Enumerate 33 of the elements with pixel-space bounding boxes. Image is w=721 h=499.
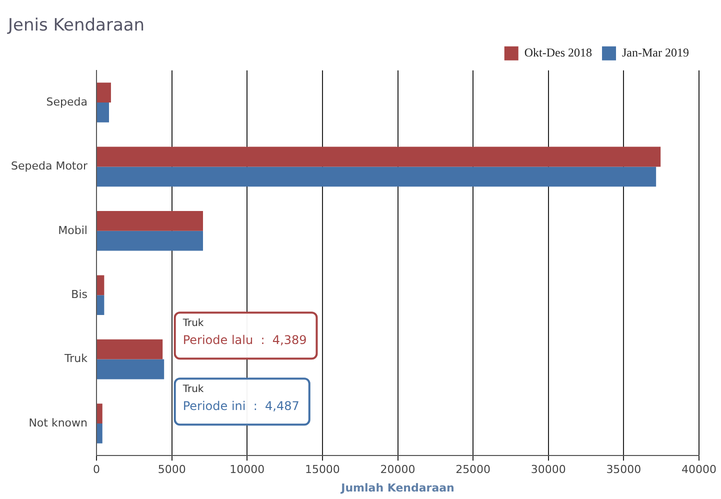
x-tick-label: 35000	[606, 463, 642, 476]
y-tick-label: Sepeda	[46, 95, 88, 108]
bar	[97, 295, 104, 315]
y-tick-label: Bis	[71, 288, 88, 301]
y-tick-label: Mobil	[58, 224, 88, 237]
bar	[97, 359, 164, 380]
x-tick-label: 10000	[230, 463, 265, 476]
y-tick-label: Not known	[28, 416, 88, 430]
x-tick-label: 15000	[304, 463, 340, 476]
bar	[97, 82, 111, 102]
bar	[97, 166, 656, 187]
x-tick-label: 30000	[530, 463, 566, 476]
bar	[97, 146, 661, 167]
x-axis-title: Jumlah Kendaraan	[340, 481, 454, 494]
annotation: Truk Periode lalu : 4,389	[182, 318, 307, 347]
bar	[97, 275, 104, 296]
y-tick-label: Sepeda Motor	[10, 160, 88, 173]
x-tick-label: 25000	[456, 463, 491, 476]
bar	[97, 424, 102, 444]
y-tick-label: Truk	[64, 352, 88, 366]
legend-label: Jan-Mar 2019	[622, 46, 689, 60]
bar	[97, 404, 102, 424]
bar	[97, 230, 203, 251]
annotation: Truk Periode ini : 4,487	[182, 384, 300, 413]
bar	[97, 102, 110, 122]
x-tick-label: 40000	[682, 463, 716, 476]
bar	[97, 339, 163, 360]
chart-title: Jenis Kendaraan	[7, 16, 145, 36]
x-tick-label: 0	[93, 463, 100, 476]
legend-label: Okt-Des 2018	[524, 46, 592, 60]
x-tick-label: 5000	[158, 463, 186, 476]
x-tick-label: 20000	[380, 463, 416, 476]
bar	[97, 211, 203, 231]
